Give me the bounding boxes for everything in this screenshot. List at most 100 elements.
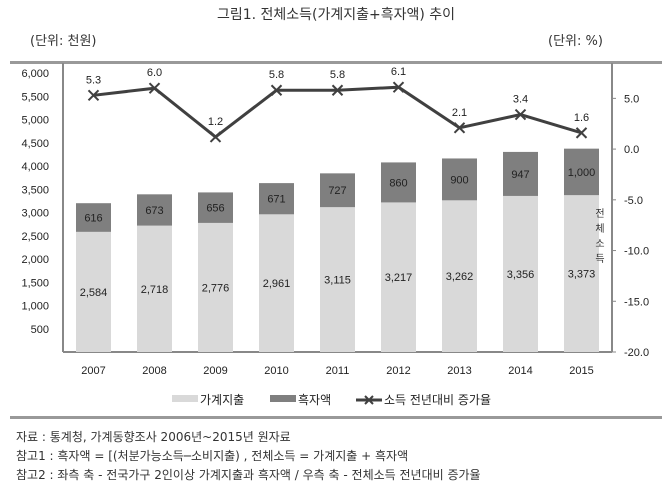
right-tick-label: -10.0 [624, 246, 649, 258]
bar-surplus [564, 148, 599, 196]
chart-title: 그림1. 전체소득(가계지출+흑자액) 추이 [216, 7, 456, 23]
legend-marker-x-icon [364, 395, 374, 405]
x-tick-label: 2007 [81, 365, 105, 377]
total-income-annotation: 소 [595, 238, 604, 250]
bar-label-surplus: 656 [206, 203, 224, 215]
right-tick-label: 0.0 [624, 144, 639, 156]
growth-label: 2.1 [452, 107, 467, 119]
bar-label-surplus: 860 [389, 177, 407, 189]
growth-label: 6.1 [391, 66, 406, 78]
right-tick-label: -20.0 [624, 347, 649, 359]
x-tick-label: 2010 [264, 365, 288, 377]
growth-marker-x-icon [87, 89, 100, 102]
x-tick-label: 2015 [569, 365, 593, 377]
growth-rate-line [93, 85, 582, 139]
bar-label-expenditure: 3,115 [324, 275, 351, 287]
bar-label-expenditure: 2,961 [263, 278, 291, 290]
total-income-annotation: 득 [595, 253, 604, 265]
left-tick-label: 3,500 [21, 184, 49, 196]
left-tick-label: 5,000 [21, 115, 49, 127]
bar-label-surplus: 900 [450, 174, 468, 186]
growth-label: 3.4 [513, 94, 528, 106]
bar-label-expenditure: 3,262 [446, 271, 474, 283]
left-tick-label: 5,500 [21, 91, 49, 103]
note-2: 참고2 : 좌측 축 - 전국가구 2인이상 가계지출과 흑자액 / 우측 축 … [16, 468, 481, 482]
left-tick-label: 500 [31, 324, 49, 336]
bar-household-expenditure [198, 222, 233, 352]
bar-household-expenditure [76, 231, 111, 352]
growth-label: 1.2 [208, 116, 223, 128]
growth-label: 6.0 [147, 67, 162, 79]
bar-label-expenditure: 3,217 [385, 272, 413, 284]
growth-marker-x-icon [514, 108, 527, 121]
bar-surplus [320, 173, 355, 208]
growth-label: 5.8 [269, 69, 284, 81]
x-tick-label: 2013 [447, 365, 471, 377]
right-unit-label: (단위: %) [548, 34, 603, 49]
x-tick-label: 2011 [326, 365, 350, 377]
left-tick-label: 2,000 [21, 254, 49, 266]
chart-frame [10, 61, 662, 419]
left-tick-label: 2,500 [21, 231, 49, 243]
bar-household-expenditure [442, 200, 477, 352]
bar-label-expenditure: 3,356 [507, 269, 535, 281]
growth-label: 5.8 [330, 69, 345, 81]
left-tick-label: 4,500 [21, 138, 49, 150]
bar-label-expenditure: 2,776 [202, 282, 230, 294]
bar-surplus [259, 183, 294, 215]
growth-marker-x-icon [209, 131, 222, 143]
left-tick-label: 4,000 [21, 161, 49, 173]
legend-swatch-surplus [270, 395, 296, 402]
bar-label-surplus: 671 [267, 194, 285, 206]
left-tick-label: 6,000 [21, 68, 49, 80]
growth-label: 1.6 [574, 112, 589, 124]
right-tick-label: -5.0 [624, 195, 643, 207]
growth-marker-x-icon [148, 82, 161, 94]
bar-label-expenditure: 3,373 [568, 269, 596, 281]
chart: 500 1,000 1,500 2,000 2,500 3,000 3,500 4,000 4,… [21, 63, 649, 407]
bar-label-surplus: 616 [84, 213, 102, 225]
bar-surplus [198, 192, 233, 223]
growth-marker-x-icon [392, 81, 405, 93]
bar-label-surplus: 1,000 [568, 167, 596, 179]
growth-marker-x-icon [575, 127, 588, 139]
bar-surplus [503, 151, 538, 196]
total-income-annotation: 전 [595, 208, 604, 220]
x-tick-label: 2014 [508, 365, 532, 377]
x-tick-label: 2012 [386, 365, 410, 377]
total-income-annotation: 체 [595, 223, 604, 235]
bar-household-expenditure [259, 214, 294, 352]
bar-household-expenditure [137, 225, 172, 352]
bar-surplus [76, 203, 111, 232]
bar-surplus [137, 194, 172, 226]
bar-label-surplus: 673 [145, 205, 163, 217]
bar-label-expenditure: 2,718 [141, 284, 169, 296]
left-tick-label: 3,000 [21, 208, 49, 220]
legend-label-surplus: 흑자액 [298, 393, 331, 407]
right-tick-label: -15.0 [624, 296, 649, 308]
left-unit-label: (단위: 천원) [30, 34, 97, 49]
growth-marker-x-icon [453, 122, 466, 134]
legend-label-growth: 소득 전년대비 증가율 [384, 393, 491, 407]
bar-label-expenditure: 2,584 [80, 287, 108, 299]
legend-swatch-expenditure [172, 395, 198, 402]
left-tick-label: 1,500 [21, 277, 49, 289]
bar-household-expenditure [564, 195, 599, 352]
growth-marker-x-icon [270, 84, 283, 96]
notes: 자료 : 통계청, 가계동향조사 2006년~2015년 원자료 참고1 : 흑… [16, 428, 481, 485]
bar-household-expenditure [320, 207, 355, 352]
note-1: 참고1 : 흑자액 = [(처분가능소득─소비지출) , 전체소득 = 가계지출… [16, 449, 409, 463]
bar-surplus [381, 162, 416, 203]
bar-household-expenditure [381, 202, 416, 352]
growth-marker-x-icon [331, 84, 344, 96]
growth-label: 5.3 [86, 74, 101, 86]
right-tick-label: 5.0 [624, 93, 639, 105]
bar-household-expenditure [503, 195, 538, 352]
left-tick-label: 1,000 [21, 301, 49, 313]
bar-label-surplus: 947 [511, 169, 529, 181]
bar-label-surplus: 727 [328, 185, 346, 197]
x-tick-label: 2009 [203, 365, 227, 377]
bar-surplus [442, 158, 477, 201]
legend-label-expenditure: 가계지출 [200, 393, 244, 407]
note-source: 자료 : 통계청, 가계동향조사 2006년~2015년 원자료 [16, 430, 291, 444]
